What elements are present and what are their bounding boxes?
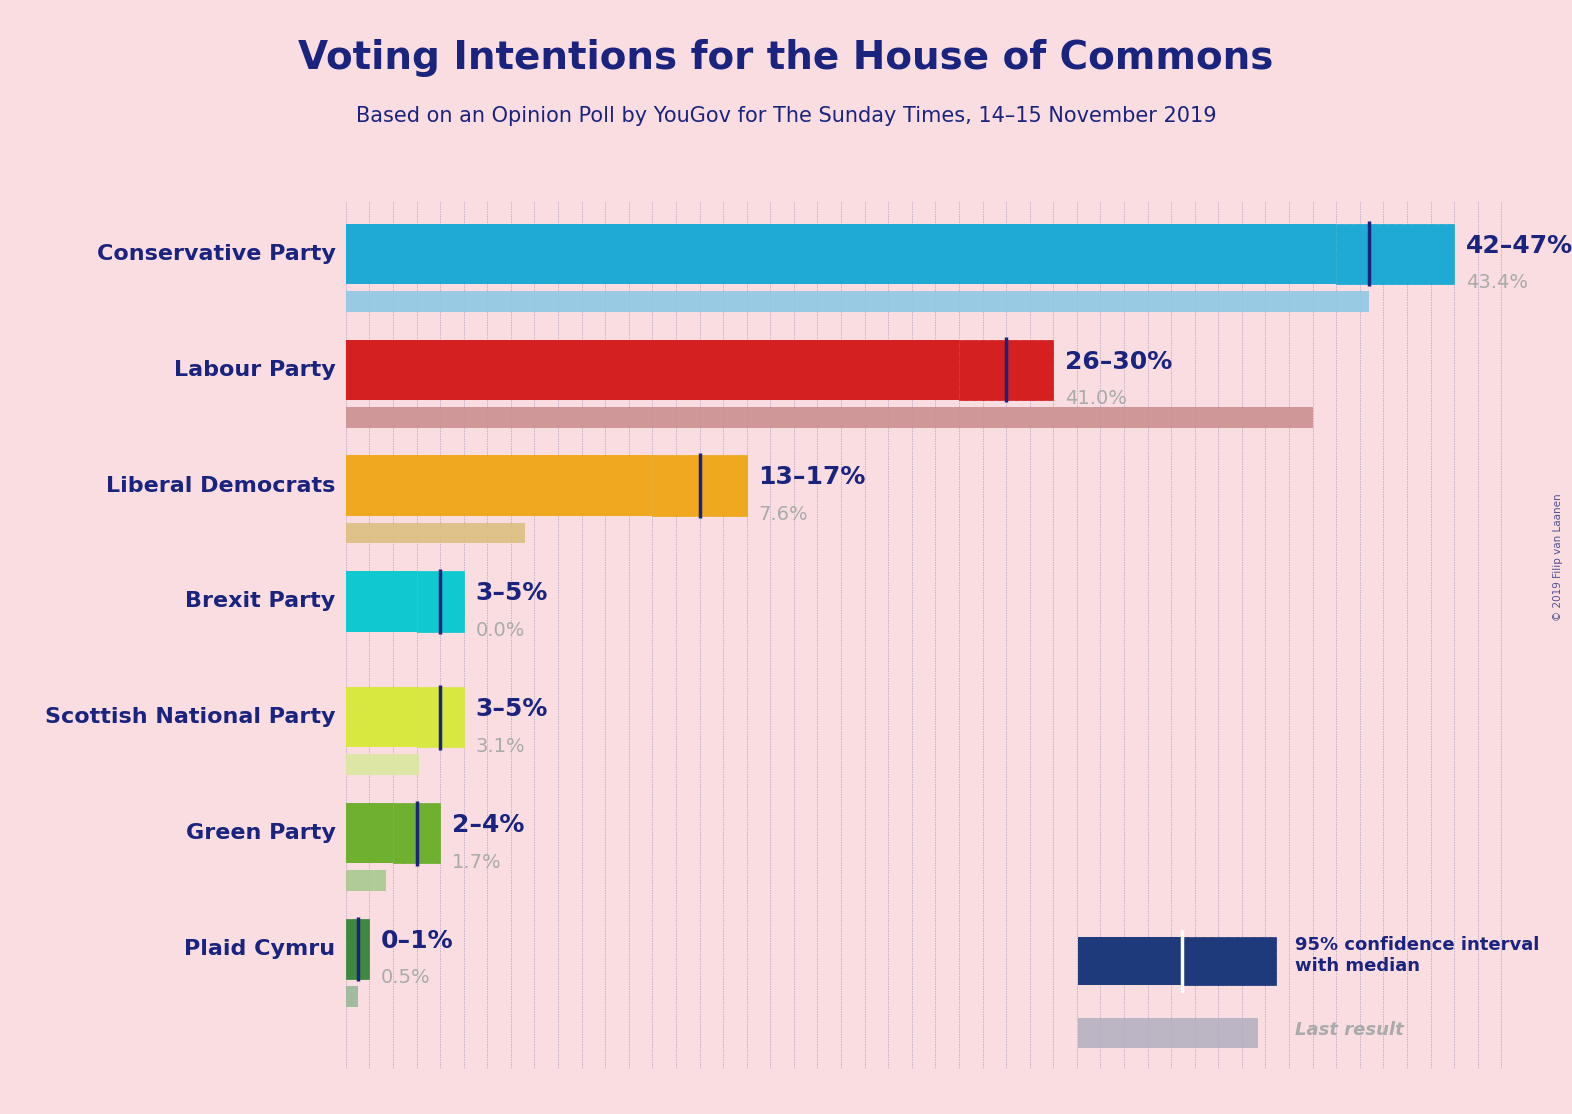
Text: Last result: Last result <box>1295 1022 1404 1039</box>
Text: 3.1%: 3.1% <box>475 736 525 755</box>
Bar <box>346 919 369 979</box>
Text: Scottish National Party: Scottish National Party <box>46 707 335 727</box>
Text: 13–17%: 13–17% <box>759 466 866 489</box>
Text: 41.0%: 41.0% <box>1066 389 1127 408</box>
Text: 95% confidence interval
with median: 95% confidence interval with median <box>1295 936 1539 975</box>
Bar <box>346 407 1313 428</box>
Text: Green Party: Green Party <box>185 823 335 843</box>
Text: © 2019 Filip van Laanen: © 2019 Filip van Laanen <box>1553 494 1563 620</box>
Text: 2–4%: 2–4% <box>453 813 525 837</box>
Bar <box>346 870 387 891</box>
Bar <box>346 986 358 1007</box>
Bar <box>393 803 440 863</box>
Bar <box>346 522 525 544</box>
Text: 43.4%: 43.4% <box>1467 273 1528 292</box>
Bar <box>346 224 1336 284</box>
Text: 0.5%: 0.5% <box>380 968 431 987</box>
Text: 42–47%: 42–47% <box>1467 234 1572 257</box>
Bar <box>346 803 393 863</box>
Bar <box>346 456 652 516</box>
Bar <box>1078 1018 1258 1048</box>
Text: 26–30%: 26–30% <box>1066 350 1173 373</box>
Bar <box>652 456 747 516</box>
Text: 3–5%: 3–5% <box>475 582 549 605</box>
Bar <box>1182 937 1276 985</box>
Bar <box>417 687 464 747</box>
Bar <box>1078 937 1182 985</box>
Text: 3–5%: 3–5% <box>475 697 549 721</box>
Text: Liberal Democrats: Liberal Democrats <box>105 476 335 496</box>
Text: 0–1%: 0–1% <box>380 929 454 952</box>
Text: 1.7%: 1.7% <box>453 852 501 871</box>
Bar <box>417 571 464 632</box>
Text: Based on an Opinion Poll by YouGov for The Sunday Times, 14–15 November 2019: Based on an Opinion Poll by YouGov for T… <box>355 106 1217 126</box>
Text: 0.0%: 0.0% <box>475 620 525 639</box>
Bar <box>1336 224 1454 284</box>
Text: Brexit Party: Brexit Party <box>185 592 335 612</box>
Bar <box>346 687 417 747</box>
Bar <box>959 340 1053 400</box>
Bar <box>346 571 417 632</box>
Bar <box>346 291 1369 312</box>
Text: 7.6%: 7.6% <box>759 505 808 524</box>
Text: Conservative Party: Conservative Party <box>96 244 335 264</box>
Bar <box>346 340 959 400</box>
Bar <box>346 754 418 775</box>
Text: Voting Intentions for the House of Commons: Voting Intentions for the House of Commo… <box>299 39 1273 77</box>
Text: Plaid Cymru: Plaid Cymru <box>184 939 335 959</box>
Text: Labour Party: Labour Party <box>174 360 335 380</box>
